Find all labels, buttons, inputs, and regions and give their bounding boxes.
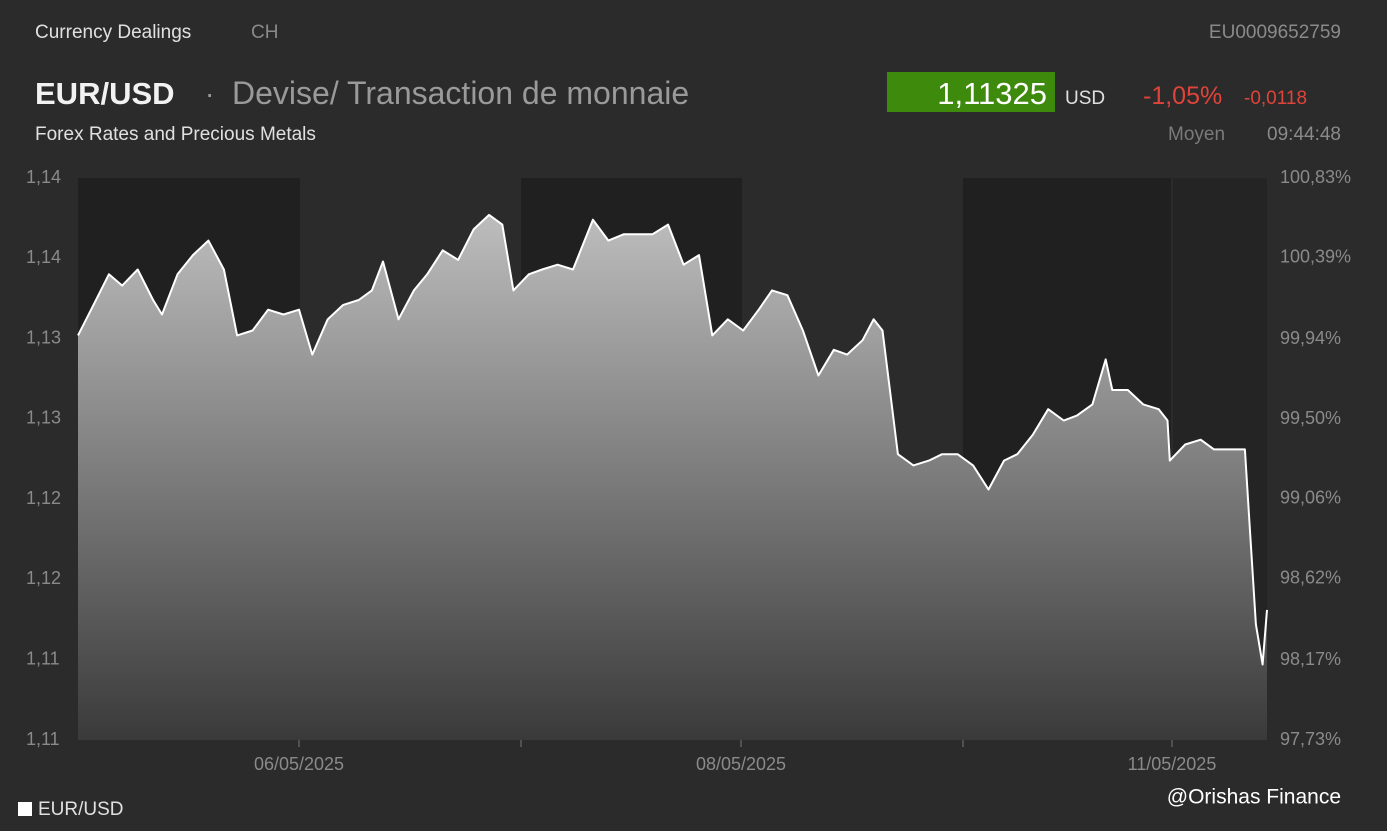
y-tick-label: 1,13: [26, 408, 61, 428]
legend-swatch: [18, 802, 32, 816]
change-abs: -0,0118: [1244, 88, 1307, 109]
section: Currency Dealings: [35, 22, 191, 43]
watermark: @Orishas Finance: [1167, 786, 1341, 809]
y-tick-label: 1,14: [26, 167, 61, 187]
y2-tick-label: 99,50%: [1280, 408, 1341, 428]
symbol: EUR/USD: [35, 76, 175, 111]
x-tick-label: 08/05/2025: [696, 754, 786, 774]
y-tick-label: 1,14: [26, 247, 61, 267]
x-tick-label: 11/05/2025: [1128, 754, 1217, 774]
y2-tick-label: 99,94%: [1280, 328, 1341, 348]
separator: ·: [205, 78, 214, 109]
isin: EU0009652759: [1209, 22, 1341, 43]
y-tick-label: 1,12: [26, 488, 61, 508]
y2-tick-label: 100,39%: [1280, 247, 1351, 267]
time: 09:44:48: [1267, 124, 1341, 145]
area: [78, 214, 1267, 740]
y-tick-label: 1,13: [26, 327, 61, 347]
currency: USD: [1065, 88, 1105, 109]
price: 1,11325: [937, 76, 1047, 111]
description: Devise/ Transaction de monnaie: [232, 75, 689, 111]
subtitle: Forex Rates and Precious Metals: [35, 124, 316, 145]
y2-tick-label: 97,73%: [1280, 729, 1341, 749]
y-tick-label: 1,11: [26, 648, 60, 668]
legend-label: EUR/USD: [38, 799, 124, 820]
y2-tick-label: 98,17%: [1280, 649, 1341, 669]
y-tick-label: 1,12: [26, 568, 61, 588]
change-pct: -1,05%: [1143, 82, 1222, 110]
price-box: [887, 72, 1055, 112]
x-tick-label: 06/05/2025: [254, 754, 344, 774]
y-tick-label: 1,11: [26, 729, 60, 749]
y2-tick-label: 99,06%: [1280, 488, 1341, 508]
price-type: Moyen: [1168, 124, 1225, 145]
y2-tick-label: 100,83%: [1280, 167, 1351, 187]
y2-tick-label: 98,62%: [1280, 567, 1341, 587]
market: CH: [251, 22, 278, 43]
line: [77, 213, 1268, 666]
